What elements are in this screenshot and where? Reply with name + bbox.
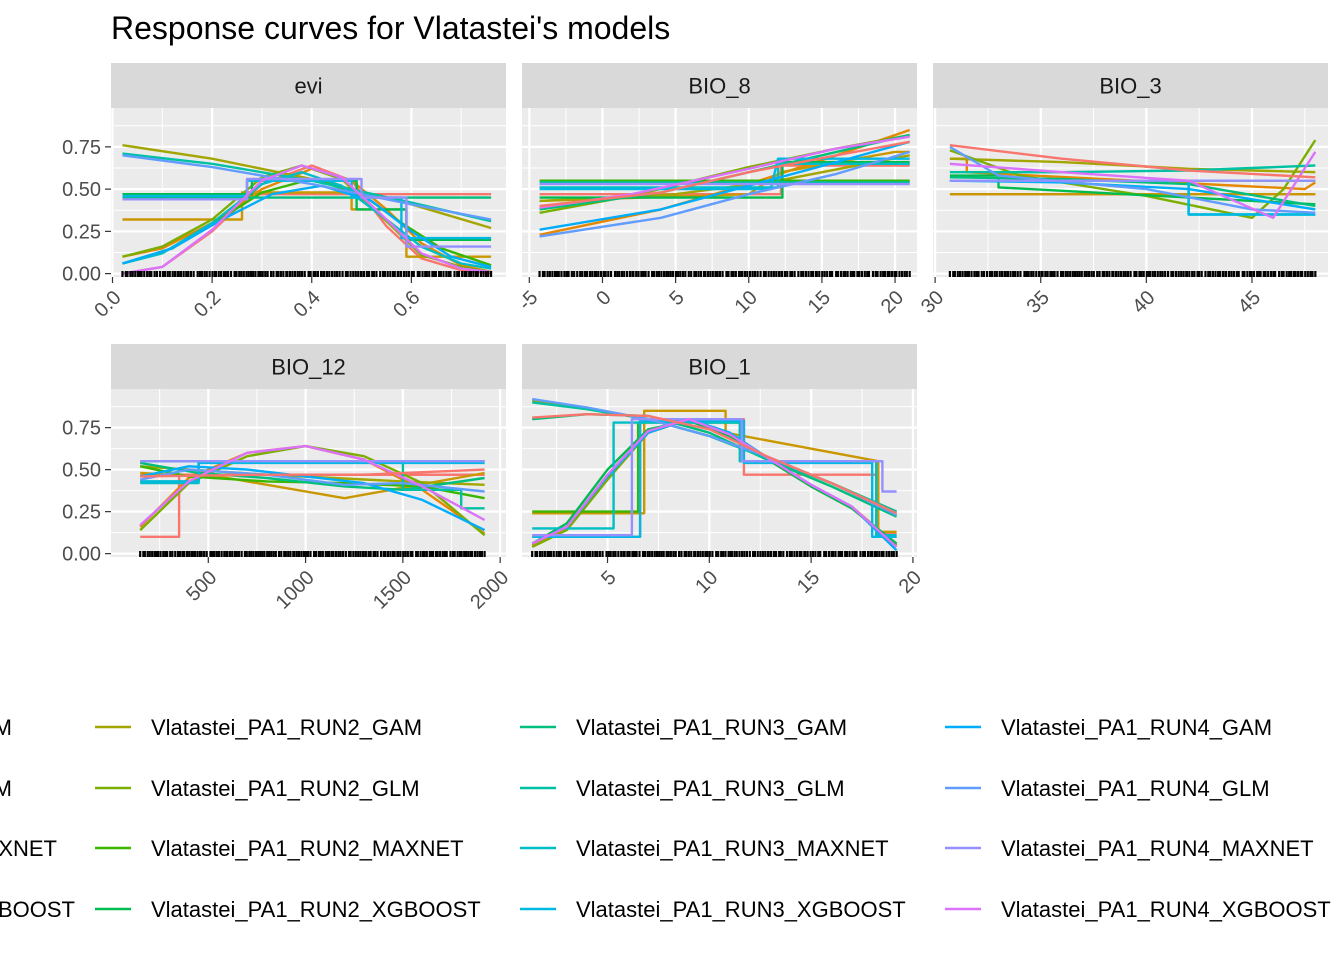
legend-item: M [0, 776, 12, 801]
legend: M M XNET BOOST Vlatastei_PA1_RUN2_GAM Vlatast… [0, 715, 1331, 922]
series-line [949, 164, 1316, 174]
series-group [122, 144, 492, 275]
series-line [122, 154, 492, 221]
legend-label: XNET [0, 836, 57, 861]
legend-item: Vlatastei_PA1_RUN3_MAXNET [520, 836, 889, 861]
legend-item: Vlatastei_PA1_RUN4_GAM [945, 715, 1272, 740]
strip-background [522, 63, 917, 108]
legend-label: Vlatastei_PA1_RUN3_GLM [576, 776, 845, 801]
legend-label: Vlatastei_PA1_RUN3_XGBOOST [576, 897, 906, 922]
strip-background [522, 344, 917, 389]
series-group [539, 128, 911, 238]
legend-item: XNET [0, 836, 57, 861]
y-tick-label: 0.75 [62, 137, 101, 159]
legend-label: Vlatastei_PA1_RUN4_GLM [1001, 776, 1270, 801]
legend-item: Vlatastei_PA1_RUN2_GLM [95, 776, 420, 801]
legend-label: Vlatastei_PA1_RUN2_XGBOOST [151, 897, 481, 922]
facet-panel-bio-8: BIO_8-5 0 5 10 15 20 [514, 63, 917, 318]
series-line [139, 465, 486, 532]
legend-label: Vlatastei_PA1_RUN4_MAXNET [1001, 836, 1314, 861]
legend-label: BOOST [0, 897, 75, 922]
series-line [539, 140, 911, 231]
y-tick-label: 0.75 [62, 418, 101, 440]
series-group [949, 139, 1317, 220]
strip-background [111, 63, 506, 108]
legend-label: Vlatastei_PA1_RUN3_GAM [576, 715, 847, 740]
legend-label: Vlatastei_PA1_RUN4_GAM [1001, 715, 1272, 740]
legend-label: Vlatastei_PA1_RUN2_MAXNET [151, 836, 464, 861]
series-line [539, 150, 911, 238]
strip-label: evi [294, 74, 322, 99]
series-line [139, 461, 485, 491]
y-tick-label: 0.25 [62, 221, 101, 243]
series-line [139, 444, 486, 526]
legend-item: Vlatastei_PA1_RUN4_GLM [945, 776, 1270, 801]
legend-item: Vlatastei_PA1_RUN3_GLM [520, 776, 845, 801]
series-line [140, 461, 485, 483]
strip-background [933, 63, 1328, 108]
y-tick-label: 0.50 [62, 179, 101, 201]
legend-label: Vlatastei_PA1_RUN4_XGBOOST [1001, 897, 1331, 922]
series-line [539, 160, 910, 199]
series-line [140, 468, 485, 478]
strip-label: BIO_8 [688, 74, 750, 99]
strip-label: BIO_3 [1099, 74, 1161, 99]
legend-label: Vlatastei_PA1_RUN2_GAM [151, 715, 422, 740]
rug [531, 551, 898, 557]
y-tick-label: 0.25 [62, 502, 101, 524]
y-tick-label: 0.50 [62, 460, 101, 482]
series-line [949, 144, 1316, 179]
series-line [532, 418, 897, 537]
series-line [532, 413, 898, 515]
rug [538, 271, 911, 277]
strip-background [111, 344, 506, 389]
legend-item: BOOST [0, 897, 75, 922]
strip-label: BIO_1 [688, 355, 750, 380]
legend-label: M [0, 776, 12, 801]
series-line [122, 191, 492, 258]
series-group [139, 444, 486, 538]
legend-item: Vlatastei_PA1_RUN2_MAXNET [95, 836, 464, 861]
series-line [531, 418, 898, 548]
legend-item: Vlatastei_PA1_RUN2_XGBOOST [95, 897, 481, 922]
series-group [531, 397, 898, 552]
rug [948, 271, 1317, 277]
rug [139, 551, 486, 557]
legend-label: M [0, 715, 12, 740]
legend-item: Vlatastei_PA1_RUN3_XGBOOST [520, 897, 906, 922]
legend-label: Vlatastei_PA1_RUN2_GLM [151, 776, 420, 801]
rug [121, 271, 493, 277]
strip-label: BIO_12 [271, 355, 346, 380]
legend-item: Vlatastei_PA1_RUN2_GAM [95, 715, 422, 740]
y-tick-label: 0.00 [62, 544, 101, 566]
facet-panel-bio-1: BIO_15 10 15 20 [522, 344, 926, 598]
legend-item: M [0, 715, 12, 740]
y-tick-label: 0.00 [62, 264, 101, 286]
chart-title: Response curves for Vlatastei's models [111, 10, 670, 46]
legend-item: Vlatastei_PA1_RUN4_XGBOOST [945, 897, 1331, 922]
legend-item: Vlatastei_PA1_RUN4_MAXNET [945, 836, 1314, 861]
series-line [949, 151, 1317, 220]
series-line [122, 164, 492, 275]
series-line [539, 140, 910, 208]
legend-label: Vlatastei_PA1_RUN3_MAXNET [576, 836, 889, 861]
facet-panel-bio-3: BIO_330 35 40 45 [917, 63, 1328, 318]
legend-item: Vlatastei_PA1_RUN3_GAM [520, 715, 847, 740]
